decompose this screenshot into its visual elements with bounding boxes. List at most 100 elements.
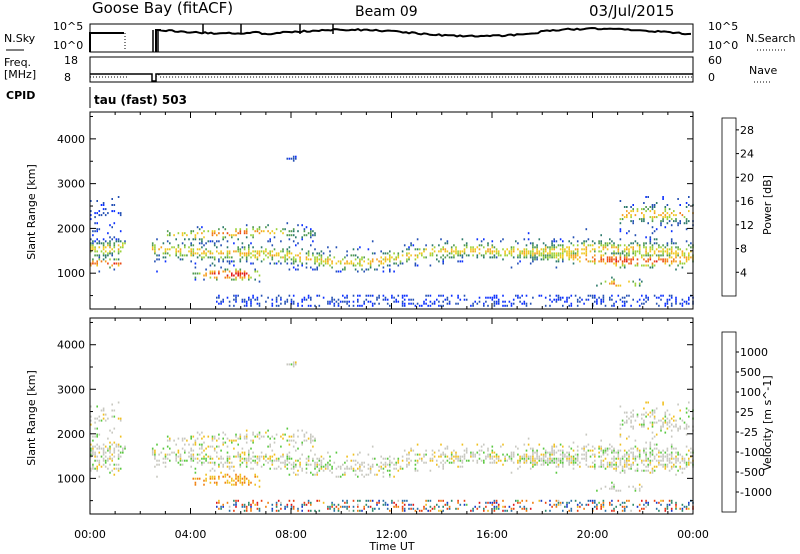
vel-range-cell — [154, 451, 156, 454]
vel-range-cell — [688, 401, 690, 404]
vel-range-cell — [442, 467, 444, 470]
power-range-cell — [256, 228, 259, 231]
vel-range-cell — [386, 507, 389, 510]
power-range-cell — [320, 258, 323, 261]
power-range-cell — [675, 218, 677, 221]
vel-range-cell — [401, 455, 404, 458]
vel-range-cell — [226, 437, 229, 440]
power-range-cell — [327, 246, 329, 249]
power-range-cell — [258, 232, 261, 235]
power-range-cell — [463, 250, 466, 253]
power-range-cell — [305, 266, 308, 269]
power-range-cell — [260, 230, 263, 233]
power-range-cell — [216, 300, 218, 303]
vel-range-cell — [572, 441, 575, 444]
power-range-cell — [117, 252, 120, 255]
vel-range-cell — [670, 507, 673, 510]
power-range-cell — [609, 298, 611, 301]
power-range-cell — [386, 258, 389, 261]
vel-range-cell — [585, 503, 588, 506]
power-range-cell — [260, 260, 263, 263]
power-range-cell — [267, 240, 269, 243]
power-range-cell — [248, 244, 250, 247]
vel-range-cell — [271, 509, 274, 512]
power-range-cell — [316, 252, 318, 255]
vel-range-cell — [497, 459, 500, 462]
power-range-cell — [181, 242, 184, 245]
vel-range-cell — [254, 461, 256, 464]
vel-range-cell — [320, 455, 323, 458]
power-range-cell — [273, 262, 276, 265]
vel-range-cell — [295, 465, 297, 468]
power-cells — [90, 155, 694, 307]
vel-range-cell — [408, 451, 410, 454]
vel-range-cell — [310, 435, 312, 438]
vel-range-cell — [655, 501, 658, 504]
vel-range-cell — [436, 459, 438, 462]
power-range-cell — [115, 258, 118, 261]
power-colorbar-tick-label: 28 — [740, 124, 754, 137]
power-colorbar-tick-label: 8 — [740, 243, 747, 256]
vel-range-cell — [367, 505, 370, 508]
radar-title: Goose Bay (fitACF) — [92, 0, 233, 17]
vel-range-cell — [572, 467, 575, 470]
vel-range-cell — [576, 503, 579, 506]
vel-range-cell — [254, 483, 256, 486]
vel-range-cell — [109, 457, 111, 460]
vel-range-cell — [619, 423, 622, 426]
vel-range-cell — [280, 467, 282, 470]
vel-range-cell — [628, 435, 630, 438]
power-range-cell — [113, 250, 116, 253]
power-range-cell — [660, 222, 662, 225]
velocity-colorbar-label: Velocity [m s^-1] — [761, 375, 774, 470]
vel-range-cell — [685, 411, 688, 414]
power-range-cell — [119, 214, 122, 217]
vel-range-cell — [555, 499, 558, 502]
vel-range-cell — [666, 503, 669, 506]
power-range-cell — [117, 262, 120, 265]
power-range-cell — [314, 256, 316, 259]
vel-range-cell — [117, 467, 120, 470]
vel-range-cell — [632, 425, 634, 428]
vel-range-cell — [282, 461, 284, 464]
vel-range-cell — [342, 505, 344, 508]
power-range-cell — [275, 304, 278, 307]
vel-range-cell — [329, 455, 331, 458]
vel-range-cell — [660, 451, 662, 454]
power-range-cell — [487, 296, 489, 299]
vel-range-cell — [303, 439, 306, 442]
power-range-cell — [649, 238, 652, 241]
power-range-cell — [231, 236, 233, 239]
power-range-cell — [677, 222, 679, 225]
vel-range-cell — [664, 509, 667, 512]
vel-range-cell — [576, 455, 579, 458]
power-range-cell — [643, 246, 645, 249]
power-range-cell — [551, 300, 553, 303]
power-range-cell — [670, 262, 673, 265]
vel-range-cell — [442, 509, 444, 512]
vel-range-cell — [476, 443, 479, 446]
vel-range-cell — [414, 463, 417, 466]
vel-range-cell — [295, 459, 297, 462]
vel-range-cell — [339, 475, 342, 478]
vel-range-cell — [254, 473, 256, 476]
power-range-cell — [254, 268, 256, 271]
power-range-cell — [250, 256, 252, 259]
power-range-cell — [615, 252, 617, 255]
vel-range-cell — [483, 461, 485, 464]
vel-range-cell — [673, 465, 675, 468]
vel-range-cell — [589, 499, 592, 502]
vel-range-cell — [493, 459, 496, 462]
vel-range-cell — [115, 467, 118, 470]
power-range-cell — [190, 260, 192, 263]
vel-range-cell — [591, 461, 594, 464]
power-range-cell — [427, 304, 429, 307]
vel-range-cell — [559, 457, 562, 460]
power-range-cell — [649, 254, 652, 257]
vel-range-cell — [446, 445, 449, 448]
power-range-cell — [594, 254, 596, 257]
power-range-cell — [662, 244, 664, 247]
power-range-cell — [275, 296, 278, 299]
vel-range-cell — [643, 407, 645, 410]
vel-range-cell — [211, 457, 214, 460]
